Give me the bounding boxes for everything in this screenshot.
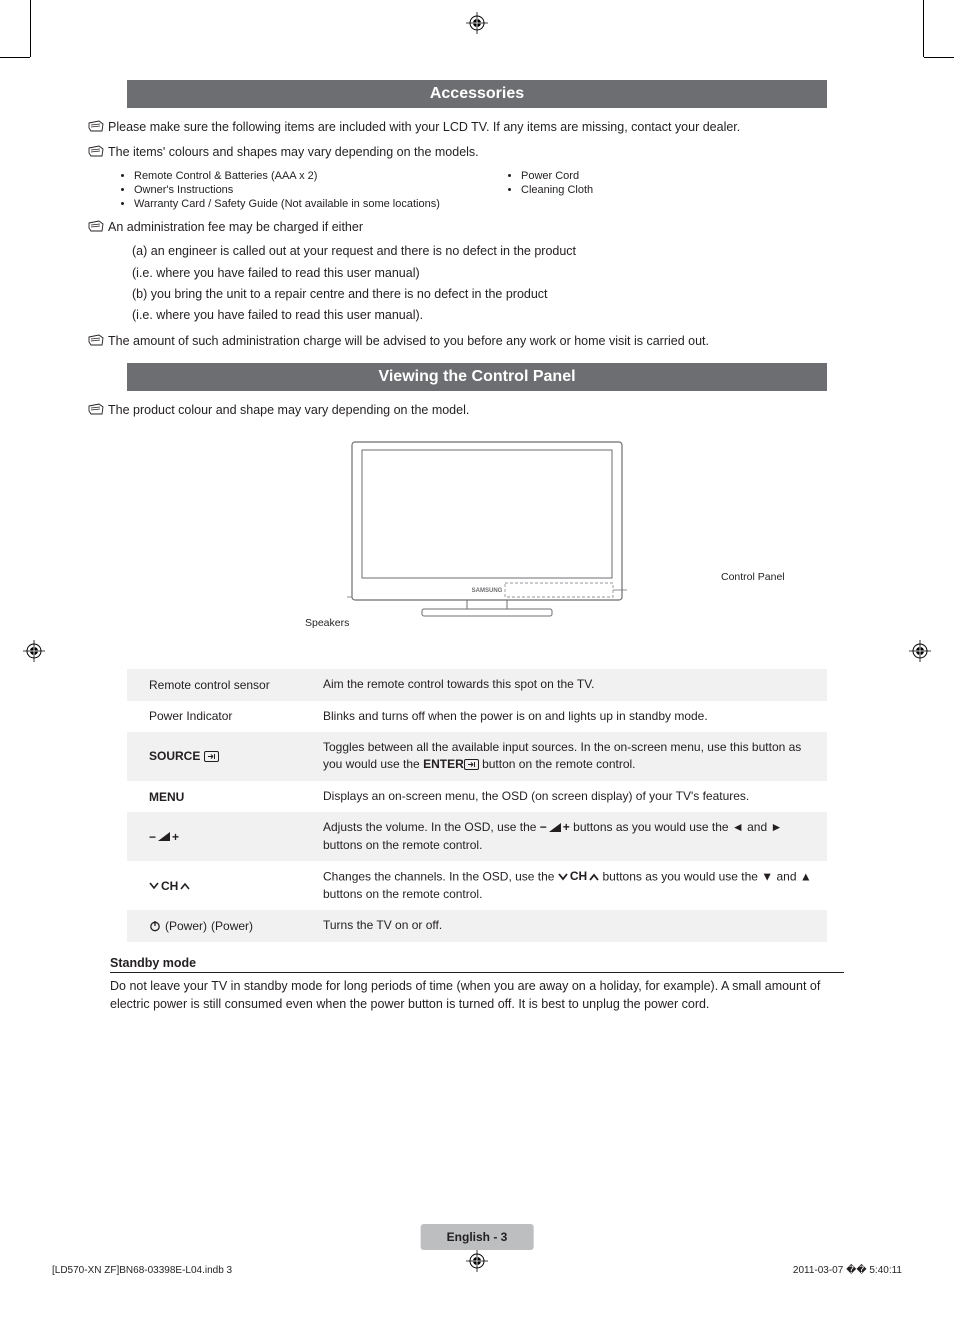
table-row: Power IndicatorBlinks and turns off when…	[127, 701, 827, 732]
table-row: Remote control sensorAim the remote cont…	[127, 669, 827, 700]
crop-mark	[924, 57, 954, 58]
table-cell-desc: Displays an on-screen menu, the OSD (on …	[323, 788, 827, 805]
table-row: SOURCE Toggles between all the available…	[127, 732, 827, 781]
note-text: Please make sure the following items are…	[108, 120, 740, 134]
list-item: Power Cord	[521, 170, 894, 182]
list-item: Cleaning Cloth	[521, 184, 894, 196]
tv-icon: SAMSUNG	[347, 437, 627, 632]
table-row: −+Adjusts the volume. In the OSD, use th…	[127, 812, 827, 861]
note-line: The amount of such administration charge…	[108, 332, 894, 351]
callout-control-panel: Control Panel	[721, 571, 785, 583]
standby-body: Do not leave your TV in standby mode for…	[110, 977, 844, 1013]
table-row: CH Changes the channels. In the OSD, use…	[127, 861, 827, 910]
note-sub: (a) an engineer is called out at your re…	[132, 242, 894, 261]
table-cell-label: SOURCE	[127, 739, 323, 774]
accessories-list: Remote Control & Batteries (AAA x 2) Owne…	[120, 168, 894, 212]
note-text: An administration fee may be charged if …	[108, 220, 363, 234]
callout-speakers: Speakers	[305, 617, 349, 629]
tv-illustration: SAMSUNG Control Panel Speakers	[127, 437, 827, 637]
list-item: Warranty Card / Safety Guide (Not availa…	[134, 198, 507, 210]
table-cell-label: Remote control sensor	[127, 676, 323, 693]
svg-text:SAMSUNG: SAMSUNG	[472, 588, 503, 594]
crop-mark	[923, 0, 924, 57]
note-line: The items' colours and shapes may vary d…	[108, 143, 894, 162]
note-line: An administration fee may be charged if …	[108, 218, 894, 237]
note-icon	[88, 333, 104, 345]
control-panel-table: Remote control sensorAim the remote cont…	[127, 669, 827, 942]
note-line: Please make sure the following items are…	[108, 118, 894, 137]
table-cell-label: MENU	[127, 788, 323, 805]
registration-mark-icon	[23, 640, 45, 662]
table-row: MENUDisplays an on-screen menu, the OSD …	[127, 781, 827, 812]
footer-file-line: [LD570-XN ZF]BN68-03398E-L04.indb 3	[52, 1265, 232, 1276]
note-text: The amount of such administration charge…	[108, 334, 709, 348]
table-cell-label: −+	[127, 819, 323, 854]
table-cell-label: CH	[127, 868, 323, 903]
note-sub: (i.e. where you have failed to read this…	[132, 306, 894, 325]
note-icon	[88, 144, 104, 156]
table-cell-desc: Toggles between all the available input …	[323, 739, 827, 774]
note-sub: (b) you bring the unit to a repair centr…	[132, 285, 894, 304]
footer-timestamp: 2011-03-07 �� 5:40:11	[793, 1265, 902, 1276]
footer-page-label: English - 3	[421, 1224, 534, 1250]
list-item: Remote Control & Batteries (AAA x 2)	[134, 170, 507, 182]
crop-mark	[30, 0, 31, 57]
table-cell-desc: Aim the remote control towards this spot…	[323, 676, 827, 693]
note-icon	[88, 402, 104, 414]
note-line: The product colour and shape may vary de…	[108, 401, 894, 420]
registration-mark-icon	[909, 640, 931, 662]
registration-mark-icon	[466, 12, 488, 34]
crop-mark	[0, 57, 30, 58]
section-heading-control-panel: Viewing the Control Panel	[127, 363, 827, 391]
section-heading-accessories: Accessories	[127, 80, 827, 108]
note-text: The items' colours and shapes may vary d…	[108, 145, 479, 159]
note-text: The product colour and shape may vary de…	[108, 403, 469, 417]
note-icon	[88, 219, 104, 231]
list-item: Owner's Instructions	[134, 184, 507, 196]
table-cell-desc: Changes the channels. In the OSD, use th…	[323, 868, 827, 903]
table-cell-label: (Power) (Power)	[127, 917, 323, 934]
table-row: (Power) (Power)Turns the TV on or off.	[127, 910, 827, 941]
table-cell-desc: Blinks and turns off when the power is o…	[323, 708, 827, 725]
note-icon	[88, 119, 104, 131]
note-sub: (i.e. where you have failed to read this…	[132, 264, 894, 283]
divider	[110, 972, 844, 973]
page-content: Accessories Please make sure the followi…	[60, 80, 894, 1013]
registration-mark-icon	[466, 1250, 488, 1272]
table-cell-label: Power Indicator	[127, 708, 323, 725]
standby-heading: Standby mode	[110, 956, 894, 970]
table-cell-desc: Adjusts the volume. In the OSD, use the …	[323, 819, 827, 854]
table-cell-desc: Turns the TV on or off.	[323, 917, 827, 934]
